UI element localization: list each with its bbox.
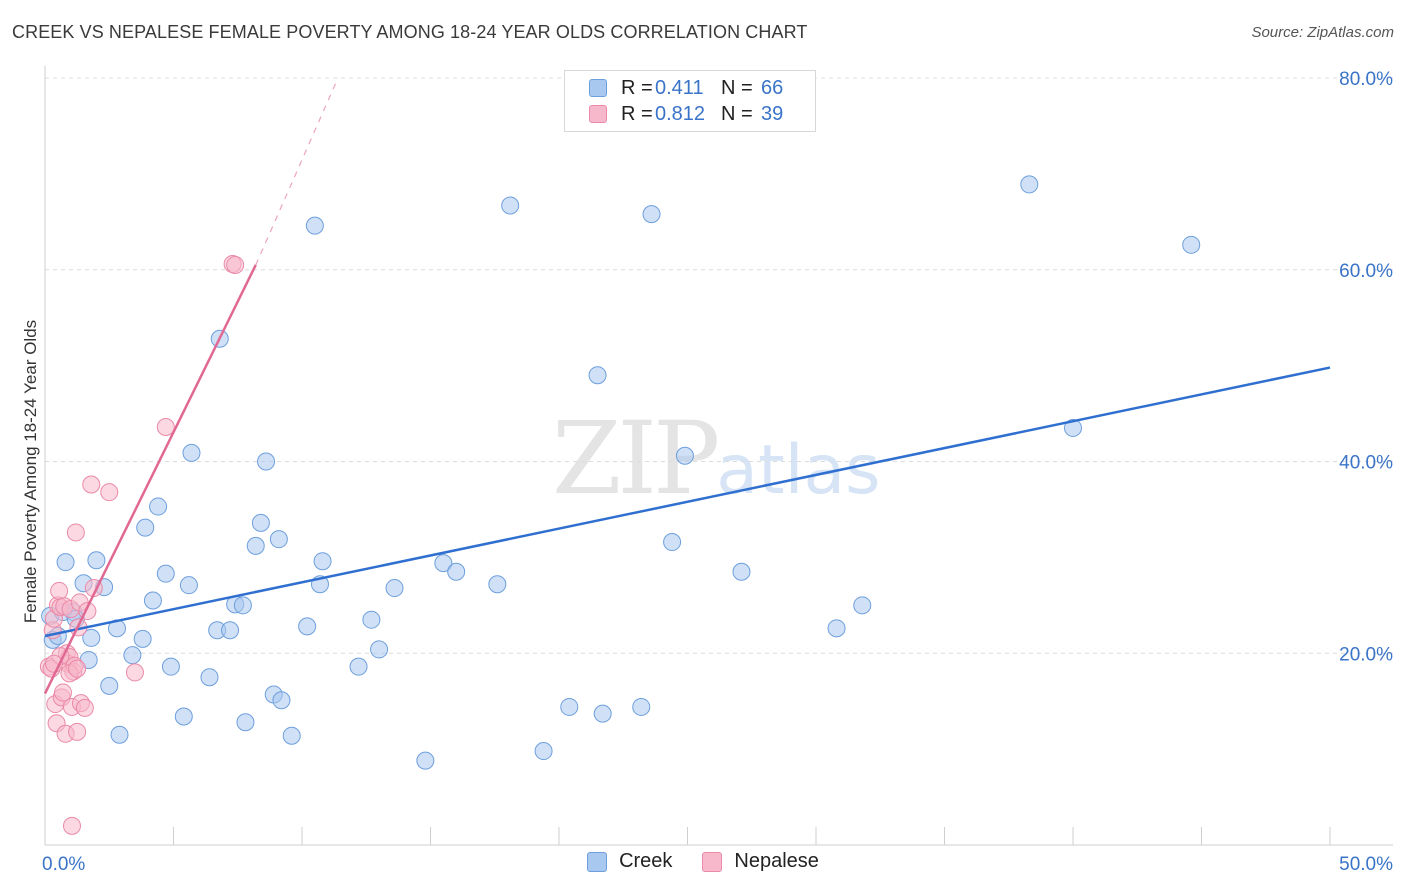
nepalese-legend-label: Nepalese: [734, 850, 819, 872]
creek-point: [179, 576, 198, 595]
creek-point: [174, 707, 193, 726]
y-tick-label: 80.0%: [1339, 69, 1393, 90]
chart-title: CREEK VS NEPALESE FEMALE POVERTY AMONG 1…: [12, 22, 808, 42]
creek-point: [233, 596, 252, 615]
creek-point: [282, 726, 301, 745]
creek-n-label: N =: [721, 76, 753, 99]
watermark-atlas: atlas: [716, 431, 881, 510]
nepalese-point: [50, 581, 69, 600]
creek-point: [100, 676, 119, 695]
creek-swatch: [589, 79, 607, 97]
creek-point: [298, 617, 317, 636]
nepalese-point: [68, 659, 87, 678]
nepalese-point: [82, 475, 101, 494]
creek-point: [123, 646, 142, 665]
creek-point: [136, 518, 155, 537]
legend-row-nepalese: R = 0.812 N = 39: [589, 102, 783, 126]
legend-item-nepalese[interactable]: Nepalese: [702, 850, 819, 873]
creek-point: [182, 443, 201, 462]
creek-point: [246, 536, 265, 555]
nepalese-n-label: N =: [721, 102, 753, 125]
creek-point: [642, 205, 661, 224]
creek-point: [272, 691, 291, 710]
nepalese-point: [156, 417, 175, 436]
creek-point: [110, 725, 129, 744]
creek-point: [675, 446, 694, 465]
nepalese-point: [75, 698, 94, 717]
creek-point: [447, 562, 466, 581]
creek-point: [313, 552, 332, 571]
nepalese-point: [62, 816, 81, 835]
creek-point: [588, 366, 607, 385]
creek-point: [488, 575, 507, 594]
creek-point: [853, 596, 872, 615]
y-axis-label: Female Poverty Among 18-24 Year Olds: [21, 320, 40, 623]
zipatlas-watermark: ZIPatlas: [552, 400, 881, 517]
creek-point: [385, 579, 404, 598]
creek-point: [362, 610, 381, 629]
creek-point: [1020, 175, 1039, 194]
nepalese-n-value: 39: [761, 102, 784, 125]
y-tick-label: 20.0%: [1339, 644, 1393, 665]
nepalese-point: [125, 663, 144, 682]
nepalese-point: [68, 722, 87, 741]
creek-point: [305, 216, 324, 235]
y-tick-label: 40.0%: [1339, 453, 1393, 474]
creek-point: [434, 554, 453, 573]
series-legend: Creek Nepalese: [0, 850, 1406, 873]
creek-point: [534, 742, 553, 761]
nepalese-point: [53, 683, 72, 702]
nepalese-point: [100, 483, 119, 502]
creek-point: [82, 628, 101, 647]
creek-point: [87, 551, 106, 570]
nepalese-legend-swatch: [702, 851, 723, 872]
nepalese-point: [226, 255, 245, 274]
creek-point: [560, 697, 579, 716]
legend-row-creek: R = 0.411 N = 66: [589, 76, 783, 100]
creek-point: [56, 553, 75, 572]
creek-legend-label: Creek: [619, 850, 673, 872]
creek-point: [663, 533, 682, 552]
creek-point: [416, 751, 435, 770]
nepalese-trend-extension: [255, 77, 339, 266]
x-tick-label: 50.0%: [1339, 854, 1393, 875]
creek-point: [257, 452, 276, 471]
creek-legend-swatch: [587, 851, 608, 872]
creek-point: [156, 564, 175, 583]
creek-point: [370, 640, 389, 659]
creek-point: [827, 619, 846, 638]
creek-point: [149, 497, 168, 516]
creek-point: [269, 530, 288, 549]
nepalese-swatch: [589, 105, 607, 123]
creek-n-value: 66: [761, 76, 784, 99]
creek-point: [632, 697, 651, 716]
creek-point: [133, 629, 152, 648]
nepalese-point: [66, 523, 85, 542]
x-tick-label: 0.0%: [42, 854, 85, 875]
creek-point: [349, 657, 368, 676]
creek-r-value: 0.411: [655, 76, 704, 99]
creek-r-label: R =: [621, 76, 653, 99]
source-credit: Source: ZipAtlas.com: [1251, 24, 1394, 41]
creek-point: [732, 562, 751, 581]
creek-point: [143, 591, 162, 610]
creek-point: [593, 704, 612, 723]
nepalese-trend-line: [43, 264, 257, 695]
creek-point: [501, 196, 520, 215]
creek-point: [221, 621, 240, 640]
nepalese-r-value: 0.812: [655, 102, 706, 125]
creek-point: [1182, 235, 1201, 254]
creek-point: [236, 713, 255, 732]
creek-point: [1064, 418, 1082, 437]
creek-point: [161, 657, 180, 676]
creek-point: [200, 668, 219, 687]
correlation-legend: R = 0.411 N = 66 R = 0.812 N = 39: [564, 70, 816, 132]
creek-trend-line: [44, 366, 1331, 638]
nepalese-r-label: R =: [621, 102, 653, 125]
creek-point: [251, 513, 270, 532]
legend-item-creek[interactable]: Creek: [587, 850, 672, 873]
y-tick-label: 60.0%: [1339, 261, 1393, 282]
